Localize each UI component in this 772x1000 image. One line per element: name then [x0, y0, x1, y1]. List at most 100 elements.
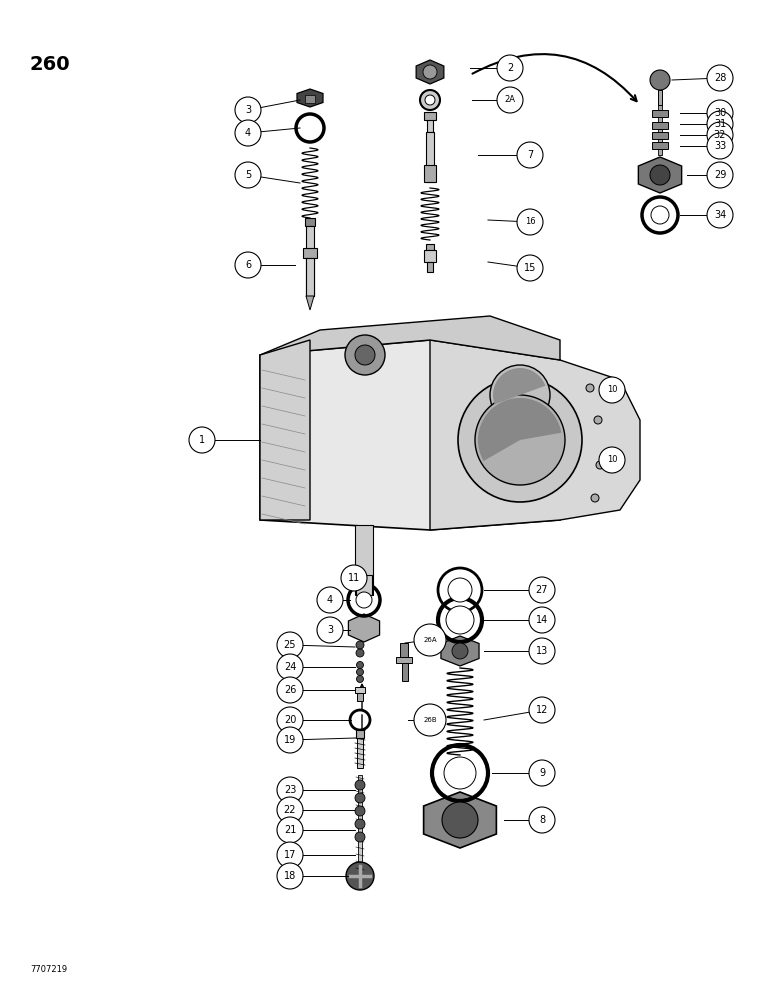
Circle shape	[355, 345, 375, 365]
Text: 20: 20	[284, 715, 296, 725]
Bar	[355, 687, 365, 693]
Circle shape	[707, 122, 733, 148]
Polygon shape	[260, 340, 560, 530]
Circle shape	[497, 55, 523, 81]
Polygon shape	[416, 60, 444, 84]
Text: 2A: 2A	[504, 96, 516, 104]
Text: 18: 18	[284, 871, 296, 881]
Circle shape	[355, 806, 365, 816]
Bar	[357, 738, 363, 768]
Circle shape	[707, 100, 733, 126]
Circle shape	[591, 494, 599, 502]
Bar	[652, 110, 668, 117]
Circle shape	[517, 255, 543, 281]
Text: 29: 29	[714, 170, 726, 180]
Bar	[426, 244, 434, 250]
Polygon shape	[424, 792, 496, 848]
Bar	[303, 248, 317, 258]
Bar	[402, 663, 408, 681]
Text: 7: 7	[527, 150, 533, 160]
Wedge shape	[478, 398, 561, 461]
Circle shape	[420, 90, 440, 110]
Circle shape	[446, 606, 474, 634]
Circle shape	[277, 654, 303, 680]
Circle shape	[707, 65, 733, 91]
Circle shape	[442, 802, 478, 838]
Circle shape	[594, 416, 602, 424]
Circle shape	[596, 461, 604, 469]
Text: 15: 15	[524, 263, 537, 273]
Polygon shape	[441, 636, 479, 666]
Circle shape	[189, 427, 215, 453]
Circle shape	[529, 807, 555, 833]
Circle shape	[277, 707, 303, 733]
Polygon shape	[638, 157, 682, 193]
Circle shape	[414, 704, 446, 736]
Circle shape	[277, 777, 303, 803]
Bar	[658, 90, 662, 105]
Text: 34: 34	[714, 210, 726, 220]
Circle shape	[497, 87, 523, 113]
Circle shape	[599, 447, 625, 473]
Circle shape	[423, 65, 437, 79]
Circle shape	[586, 384, 594, 392]
Bar	[424, 165, 436, 182]
Circle shape	[529, 697, 555, 723]
Bar	[305, 218, 315, 226]
Bar	[652, 132, 668, 139]
Text: 10: 10	[607, 385, 618, 394]
Circle shape	[235, 162, 261, 188]
Circle shape	[707, 111, 733, 137]
Text: 22: 22	[284, 805, 296, 815]
Text: 32: 32	[714, 130, 726, 140]
Text: 5: 5	[245, 170, 251, 180]
Bar	[427, 112, 433, 132]
Circle shape	[517, 142, 543, 168]
Circle shape	[277, 797, 303, 823]
Circle shape	[414, 624, 446, 656]
Text: 260: 260	[30, 55, 70, 74]
Text: 1: 1	[199, 435, 205, 445]
Circle shape	[356, 641, 364, 649]
Circle shape	[317, 617, 343, 643]
Circle shape	[277, 632, 303, 658]
Circle shape	[357, 668, 364, 676]
Bar	[652, 142, 668, 149]
Circle shape	[355, 793, 365, 803]
Bar	[305, 95, 315, 103]
Circle shape	[529, 638, 555, 664]
Wedge shape	[493, 368, 545, 404]
Circle shape	[458, 378, 582, 502]
Text: 28: 28	[714, 73, 726, 83]
Bar	[355, 525, 373, 595]
Circle shape	[356, 592, 372, 608]
Circle shape	[490, 365, 550, 425]
Circle shape	[529, 577, 555, 603]
Text: 19: 19	[284, 735, 296, 745]
Text: 14: 14	[536, 615, 548, 625]
Circle shape	[425, 95, 435, 105]
Circle shape	[357, 662, 364, 668]
Circle shape	[599, 377, 625, 403]
Bar	[424, 112, 436, 120]
Bar	[400, 643, 408, 657]
Circle shape	[277, 863, 303, 889]
Circle shape	[707, 202, 733, 228]
Text: 16: 16	[525, 218, 535, 227]
Text: 27: 27	[536, 585, 548, 595]
Text: 12: 12	[536, 705, 548, 715]
Polygon shape	[430, 340, 640, 530]
Text: 9: 9	[539, 768, 545, 778]
Text: 30: 30	[714, 108, 726, 118]
Circle shape	[707, 162, 733, 188]
Circle shape	[235, 120, 261, 146]
Circle shape	[235, 97, 261, 123]
Circle shape	[650, 165, 670, 185]
Bar	[427, 262, 433, 272]
Text: 25: 25	[284, 640, 296, 650]
Circle shape	[444, 757, 476, 789]
Text: 4: 4	[245, 128, 251, 138]
Text: 2: 2	[507, 63, 513, 73]
Text: 33: 33	[714, 141, 726, 151]
Bar	[356, 730, 364, 738]
